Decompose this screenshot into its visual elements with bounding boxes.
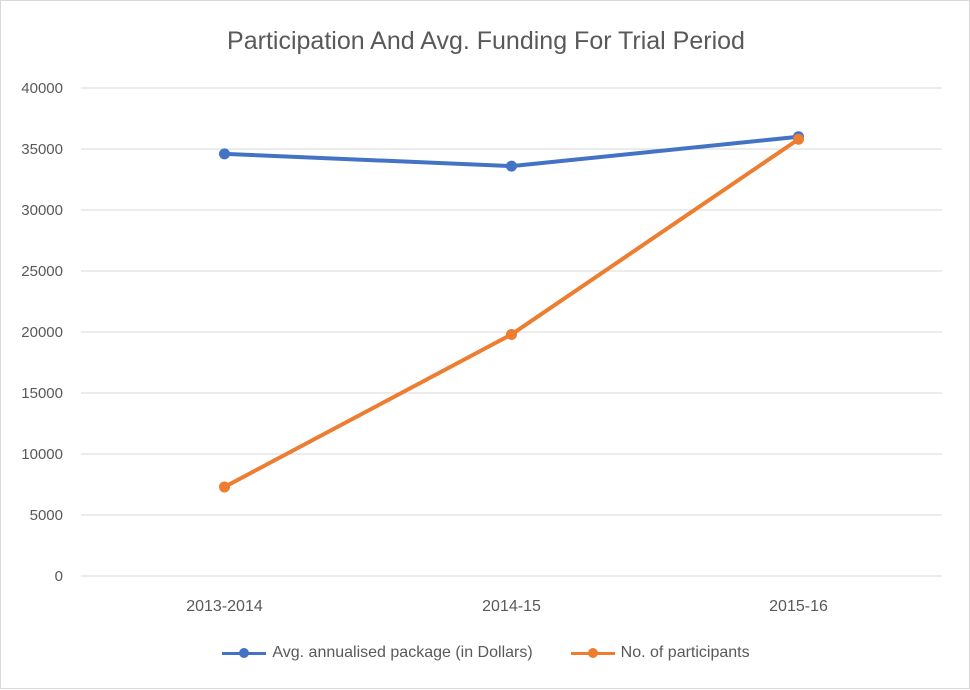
- x-tick-label: 2015-16: [769, 598, 828, 615]
- y-tick-label: 20000: [21, 324, 63, 341]
- legend-label-participants: No. of participants: [620, 644, 750, 661]
- series-line-1: [222, 137, 801, 489]
- y-tick-label: 10000: [21, 446, 63, 463]
- legend-item-avg-package: Avg. annualised package (in Dollars): [222, 644, 533, 662]
- x-tick-label: 2014-15: [482, 598, 541, 615]
- legend-swatch-avg-package: [222, 647, 267, 659]
- y-tick-label: 15000: [21, 385, 63, 402]
- data-point: [219, 148, 230, 160]
- y-tick-label: 0: [55, 568, 63, 585]
- y-tick-label: 40000: [21, 80, 63, 97]
- y-tick-label: 25000: [21, 263, 63, 280]
- y-axis-ticks: 0 5000 10000 15000 20000 25000 30000 35000 40000: [21, 80, 63, 585]
- x-tick-label: 2013-2014: [186, 598, 263, 615]
- legend-item-participants: No. of participants: [570, 644, 750, 662]
- y-tick-label: 5000: [30, 507, 63, 524]
- y-tick-label: 30000: [21, 202, 63, 219]
- legend: Avg. annualised package (in Dollars) No.…: [1, 644, 970, 662]
- y-tick-label: 35000: [21, 141, 63, 158]
- data-point: [219, 481, 230, 493]
- legend-swatch-participants: [570, 647, 615, 659]
- data-point: [506, 160, 517, 172]
- legend-label-avg-package: Avg. annualised package (in Dollars): [272, 644, 533, 661]
- data-point: [506, 328, 517, 340]
- data-point: [793, 133, 804, 145]
- series-lines: [219, 131, 804, 493]
- chart-title: Participation And Avg. Funding For Trial…: [227, 27, 745, 55]
- x-axis-ticks: 2013-2014 2014-15 2015-16: [186, 598, 828, 615]
